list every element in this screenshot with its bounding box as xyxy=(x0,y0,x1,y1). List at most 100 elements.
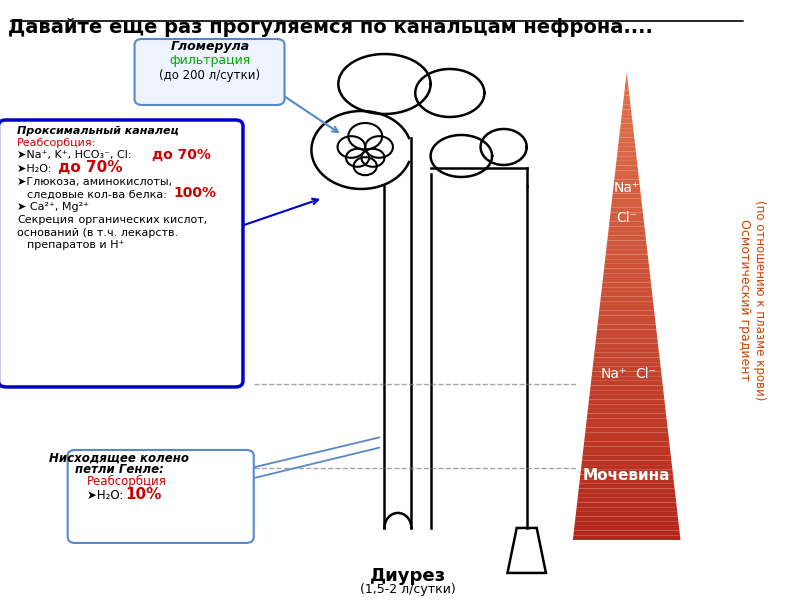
Polygon shape xyxy=(575,512,678,517)
Text: Гломерула: Гломерула xyxy=(170,40,250,53)
Polygon shape xyxy=(608,226,645,231)
Polygon shape xyxy=(606,250,648,254)
Text: Диурез: Диурез xyxy=(370,567,446,585)
Polygon shape xyxy=(590,386,663,390)
Polygon shape xyxy=(610,208,643,212)
Polygon shape xyxy=(582,456,671,460)
Text: Мочевина: Мочевина xyxy=(583,468,670,483)
Polygon shape xyxy=(615,166,638,170)
Polygon shape xyxy=(605,254,648,259)
Polygon shape xyxy=(602,278,651,283)
Text: ➤H₂O:: ➤H₂O: xyxy=(17,164,54,173)
Polygon shape xyxy=(578,493,676,498)
Polygon shape xyxy=(574,530,680,535)
Polygon shape xyxy=(603,273,650,278)
Polygon shape xyxy=(596,334,658,339)
Text: (по отношению к плазме крови): (по отношению к плазме крови) xyxy=(753,200,766,400)
Polygon shape xyxy=(576,507,678,512)
Text: до 70%: до 70% xyxy=(152,148,211,161)
Polygon shape xyxy=(599,306,654,311)
Polygon shape xyxy=(609,222,645,226)
Text: ➤Na⁺, K⁺, HCO₃⁻, Cl:: ➤Na⁺, K⁺, HCO₃⁻, Cl: xyxy=(17,151,135,160)
Polygon shape xyxy=(581,465,673,470)
Polygon shape xyxy=(583,446,670,451)
Polygon shape xyxy=(595,343,658,348)
Polygon shape xyxy=(615,170,638,175)
Polygon shape xyxy=(613,189,641,194)
Polygon shape xyxy=(592,367,661,371)
Polygon shape xyxy=(585,433,669,437)
Polygon shape xyxy=(580,470,673,475)
Text: (до 200 л/сутки): (до 200 л/сутки) xyxy=(159,69,261,82)
Polygon shape xyxy=(586,428,668,433)
Polygon shape xyxy=(620,124,633,128)
Text: петли Генле:: петли Генле: xyxy=(74,463,164,476)
Polygon shape xyxy=(573,535,681,540)
Text: Проксимальный каналец: Проксимальный каналец xyxy=(17,127,178,136)
Polygon shape xyxy=(621,119,633,124)
Polygon shape xyxy=(603,269,650,273)
Polygon shape xyxy=(597,325,656,329)
Text: оснований (в т.ч. лекарств.: оснований (в т.ч. лекарств. xyxy=(17,228,178,238)
Polygon shape xyxy=(618,137,634,142)
Text: Реабсорбция: Реабсорбция xyxy=(87,475,166,488)
FancyBboxPatch shape xyxy=(68,450,254,543)
Polygon shape xyxy=(623,100,630,105)
Polygon shape xyxy=(610,217,644,222)
Polygon shape xyxy=(625,86,629,91)
Polygon shape xyxy=(578,488,675,493)
Text: ➤Глюкоза, аминокислоты,: ➤Глюкоза, аминокислоты, xyxy=(17,177,172,187)
Text: Na⁺: Na⁺ xyxy=(601,367,626,381)
Polygon shape xyxy=(622,105,631,109)
Polygon shape xyxy=(594,358,660,362)
Text: фильтрация: фильтрация xyxy=(170,54,250,67)
Polygon shape xyxy=(598,316,655,320)
Polygon shape xyxy=(584,437,669,442)
Polygon shape xyxy=(590,381,662,386)
Polygon shape xyxy=(622,109,631,114)
Text: препаратов и H⁺: препаратов и H⁺ xyxy=(27,240,124,250)
Text: органических кислот,: органических кислот, xyxy=(75,215,208,225)
Polygon shape xyxy=(597,329,657,334)
Polygon shape xyxy=(584,442,670,446)
Polygon shape xyxy=(577,498,676,503)
Polygon shape xyxy=(592,371,662,376)
Polygon shape xyxy=(617,156,637,161)
Text: 10%: 10% xyxy=(126,487,162,502)
Polygon shape xyxy=(590,390,664,395)
Polygon shape xyxy=(587,409,666,413)
Polygon shape xyxy=(598,320,656,325)
Polygon shape xyxy=(600,296,653,301)
Polygon shape xyxy=(600,301,654,306)
Polygon shape xyxy=(588,404,666,409)
Text: ➤ Ca²⁺, Mg²⁺: ➤ Ca²⁺, Mg²⁺ xyxy=(17,202,89,212)
Text: (1,5-2 л/сутки): (1,5-2 л/сутки) xyxy=(360,583,455,596)
Polygon shape xyxy=(614,175,639,179)
Polygon shape xyxy=(626,72,627,77)
Polygon shape xyxy=(605,259,649,264)
Polygon shape xyxy=(574,521,679,526)
Text: Реабсорбция:: Реабсорбция: xyxy=(17,139,96,148)
Polygon shape xyxy=(591,376,662,381)
Polygon shape xyxy=(602,283,651,287)
Text: Осмотический градиент: Осмотический градиент xyxy=(738,219,751,381)
Polygon shape xyxy=(623,95,630,100)
Polygon shape xyxy=(580,475,674,479)
Polygon shape xyxy=(616,161,638,166)
Polygon shape xyxy=(612,199,642,203)
Polygon shape xyxy=(587,413,666,418)
Polygon shape xyxy=(604,264,650,269)
Polygon shape xyxy=(594,353,659,358)
Polygon shape xyxy=(610,212,643,217)
Text: Секреция: Секреция xyxy=(17,215,74,225)
Polygon shape xyxy=(626,77,628,82)
Polygon shape xyxy=(607,236,646,241)
Polygon shape xyxy=(614,179,639,184)
Polygon shape xyxy=(602,287,652,292)
Polygon shape xyxy=(612,194,642,199)
Text: ➤H₂O:: ➤H₂O: xyxy=(87,489,127,502)
Text: Нисходящее колено: Нисходящее колено xyxy=(49,452,189,465)
Polygon shape xyxy=(582,451,671,456)
Polygon shape xyxy=(606,245,647,250)
Polygon shape xyxy=(598,311,654,316)
